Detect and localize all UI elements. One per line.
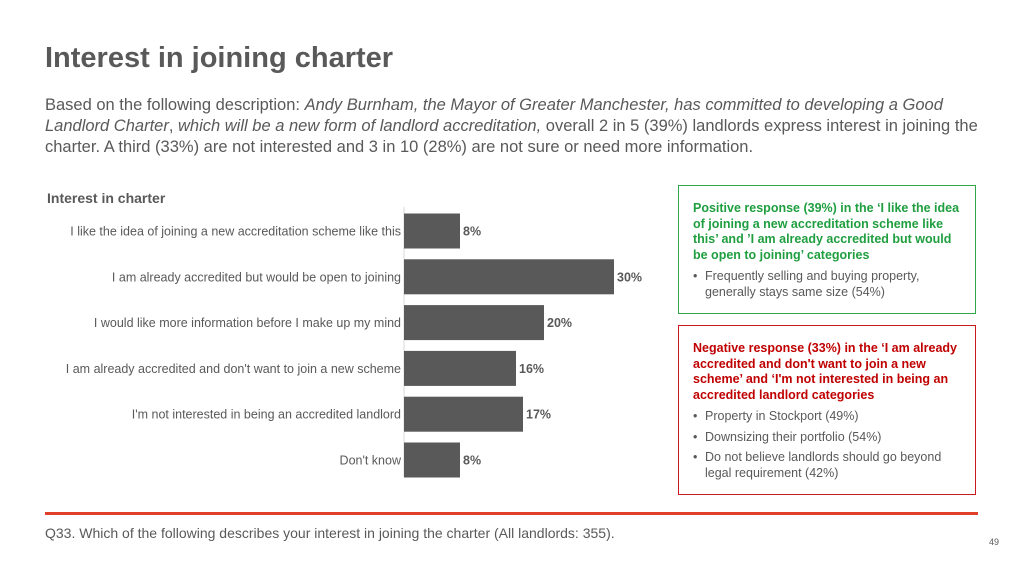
chart-title: Interest in charter: [47, 190, 166, 206]
bar: [404, 213, 460, 249]
data-label: 8%: [463, 225, 481, 239]
intro-lead: Based on the following description:: [45, 96, 305, 114]
negative-bullet-2: Downsizing their portfolio (54%): [693, 430, 961, 446]
negative-bullet-3: Do not believe landlords should go beyon…: [693, 450, 961, 481]
negative-response-heading: Negative response (33%) in the ‘I am alr…: [693, 341, 957, 402]
category-label: I am already accredited but would be ope…: [112, 270, 401, 284]
bar: [404, 442, 460, 478]
intro-quote-2: which will be a new form of landlord acc…: [178, 117, 542, 135]
negative-bullet-1: Property in Stockport (49%): [693, 409, 961, 425]
bar: [404, 305, 544, 341]
category-label: Don't know: [340, 454, 402, 468]
intro-paragraph: Based on the following description: Andy…: [45, 95, 990, 158]
negative-response-box: Negative response (33%) in the ‘I am alr…: [678, 325, 976, 495]
page-number: 49: [988, 537, 999, 547]
intro-comma: ,: [168, 117, 178, 135]
footer-rule: [45, 512, 978, 515]
positive-response-heading: Positive response (39%) in the ‘I like t…: [693, 201, 960, 262]
bar: [404, 259, 614, 295]
page-title: Interest in joining charter: [45, 42, 394, 74]
data-label: 8%: [463, 454, 481, 468]
positive-bullet-1: Frequently selling and buying property, …: [693, 269, 961, 300]
intro-quote-1: Andy Burnham, the Mayor of Greater Manch…: [45, 96, 943, 135]
category-label: I would like more information before I m…: [94, 316, 401, 330]
negative-response-list: Property in Stockport (49%) Downsizing t…: [693, 409, 961, 481]
category-label: I like the idea of joining a new accredi…: [70, 225, 401, 239]
positive-response-list: Frequently selling and buying property, …: [693, 269, 961, 300]
positive-response-box: Positive response (39%) in the ‘I like t…: [678, 185, 976, 314]
data-label: 30%: [617, 270, 642, 284]
data-label: 17%: [526, 408, 551, 422]
data-label: 20%: [547, 316, 572, 330]
bar: [404, 396, 523, 432]
footnote: Q33. Which of the following describes yo…: [45, 525, 615, 541]
data-label: 16%: [519, 362, 544, 376]
bar: [404, 350, 516, 386]
category-label: I'm not interested in being an accredite…: [132, 408, 401, 422]
category-label: I am already accredited and don't want t…: [66, 362, 401, 376]
bar-chart: I like the idea of joining a new accredi…: [66, 207, 642, 478]
intro-tail: overall 2 in 5 (39%) landlords express i…: [45, 117, 978, 156]
